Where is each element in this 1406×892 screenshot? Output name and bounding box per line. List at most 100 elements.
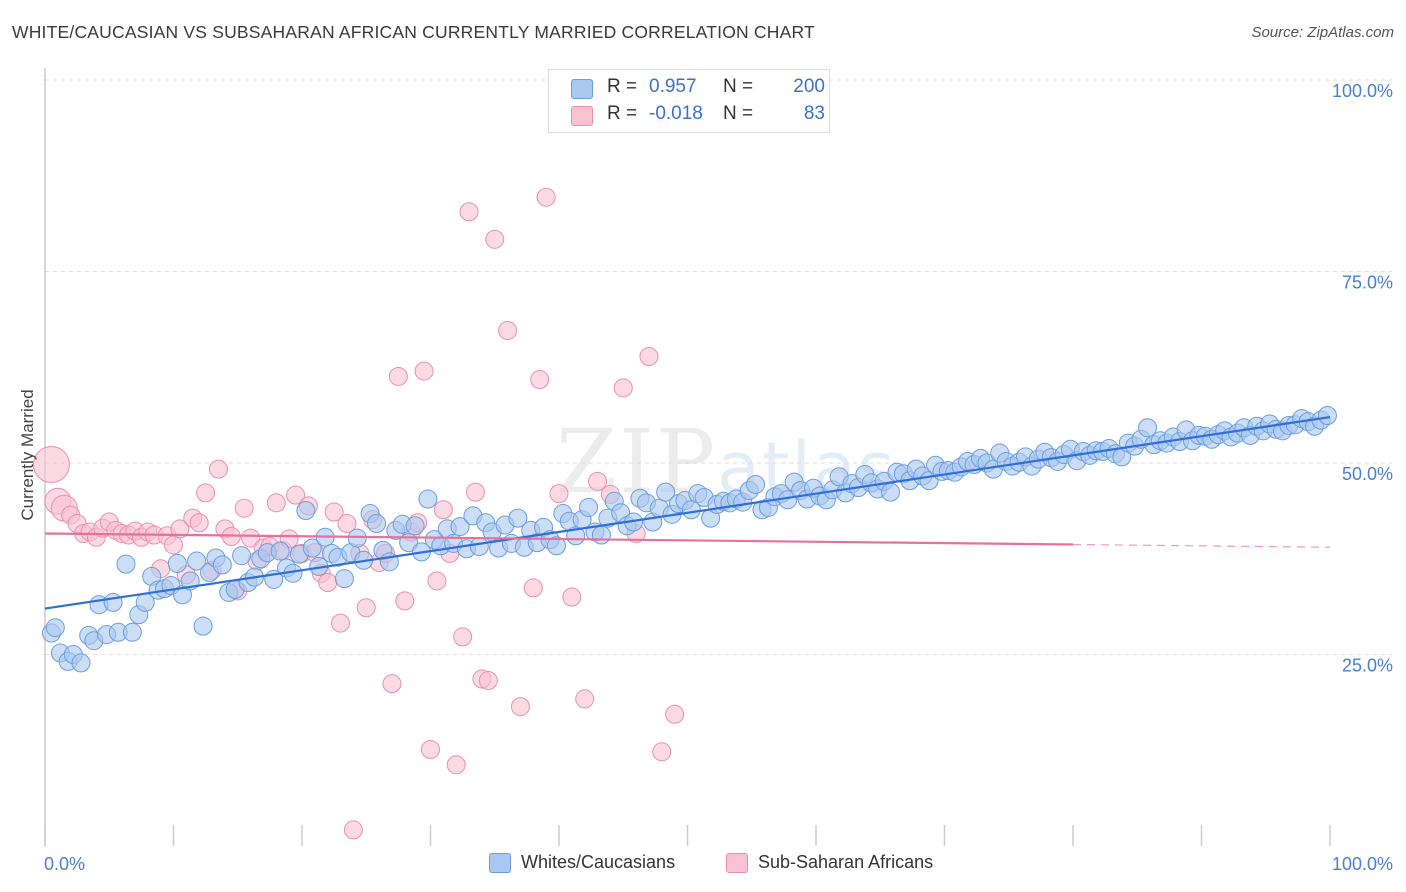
subsaharan-point bbox=[453, 627, 473, 647]
subsaharan-point bbox=[388, 366, 408, 386]
chart-title: WHITE/CAUCASIAN VS SUBSAHARAN AFRICAN CU… bbox=[12, 22, 815, 42]
subsaharan-point bbox=[433, 500, 453, 520]
whites-trend-line bbox=[44, 415, 1331, 610]
subsaharan-point bbox=[530, 370, 550, 390]
whites-point bbox=[367, 514, 387, 534]
legend-swatch-pink bbox=[571, 106, 593, 126]
legend-n-label: N = bbox=[723, 76, 754, 97]
whites-point bbox=[212, 555, 232, 575]
subsaharan-point bbox=[331, 613, 351, 633]
y-tick-label: 25.0% bbox=[1342, 656, 1393, 676]
whites-point bbox=[45, 618, 65, 638]
subsaharan-point bbox=[575, 689, 595, 709]
x-tick-label-start: 0.0% bbox=[44, 854, 85, 874]
whites-point bbox=[122, 622, 142, 642]
trend-lines bbox=[44, 415, 1331, 610]
subsaharan-point bbox=[234, 498, 254, 518]
subsaharan-point bbox=[478, 671, 498, 691]
subsaharan-point bbox=[588, 471, 608, 491]
whites-point bbox=[746, 474, 766, 494]
subsaharan-point bbox=[170, 519, 190, 539]
correlation-legend: R = 0.957 N = 200 R = -0.018 N = 83 bbox=[548, 69, 830, 133]
subsaharan-point bbox=[343, 820, 363, 840]
subsaharan-point bbox=[485, 229, 505, 249]
subsaharan-point bbox=[510, 697, 530, 717]
whites-point bbox=[71, 653, 91, 673]
whites-point bbox=[469, 536, 489, 556]
whites-point bbox=[1317, 406, 1337, 426]
axes bbox=[44, 68, 1331, 846]
legend-n-value: 200 bbox=[793, 76, 825, 97]
whites-point bbox=[302, 538, 322, 558]
grid-lines bbox=[45, 79, 1392, 655]
legend-r-label: R = bbox=[607, 103, 638, 124]
bottom-legend-label-subsaharan: Sub-Saharan Africans bbox=[758, 852, 934, 872]
whites-point bbox=[405, 516, 425, 536]
subsaharan-point bbox=[446, 755, 466, 775]
subsaharan-point bbox=[613, 378, 633, 398]
subsaharan-point bbox=[549, 484, 569, 504]
subsaharan-point bbox=[427, 571, 447, 591]
whites-point bbox=[187, 551, 207, 571]
subsaharan-point bbox=[421, 739, 440, 759]
subsaharan-point bbox=[324, 502, 344, 522]
bottom-legend-swatch-pink bbox=[726, 853, 748, 873]
y-tick-label: 75.0% bbox=[1342, 273, 1393, 293]
subsaharan-trend-line-extension bbox=[1072, 543, 1331, 548]
y-tick-label: 50.0% bbox=[1342, 464, 1393, 484]
whites-point bbox=[579, 497, 599, 517]
subsaharan-point bbox=[414, 361, 434, 381]
subsaharan-point bbox=[318, 572, 338, 592]
whites-point bbox=[167, 553, 187, 573]
subsaharan-point bbox=[523, 578, 543, 598]
legend-n-label: N = bbox=[723, 103, 754, 124]
subsaharan-point bbox=[498, 320, 518, 340]
whites-point bbox=[881, 482, 901, 502]
subsaharan-point bbox=[286, 485, 306, 505]
whites-point bbox=[193, 616, 213, 636]
tick-labels: 25.0% 50.0% 75.0% 100.0% 0.0% 100.0% bbox=[44, 81, 1393, 874]
subsaharan-point bbox=[562, 587, 582, 607]
bottom-legend-swatch-blue bbox=[489, 853, 511, 873]
whites-point bbox=[334, 569, 354, 589]
y-tick-label: 100.0% bbox=[1332, 81, 1393, 101]
subsaharan-point bbox=[652, 742, 672, 762]
whites-point bbox=[656, 482, 676, 502]
whites-point bbox=[232, 546, 252, 566]
subsaharan-point bbox=[189, 513, 209, 533]
subsaharan-point bbox=[665, 704, 685, 724]
whites-point bbox=[681, 500, 701, 520]
whites-point bbox=[347, 528, 367, 548]
subsaharan-point bbox=[164, 535, 183, 555]
whites-point bbox=[103, 592, 123, 612]
whites-point bbox=[270, 541, 290, 561]
subsaharan-point bbox=[356, 598, 376, 618]
subsaharan-point bbox=[639, 347, 659, 367]
legend-r-value: 0.957 bbox=[649, 76, 697, 97]
subsaharan-point bbox=[208, 459, 228, 479]
bottom-legend-label-whites: Whites/Caucasians bbox=[521, 852, 676, 872]
whites-point bbox=[591, 525, 611, 545]
subsaharan-point bbox=[382, 674, 402, 694]
subsaharan-point bbox=[395, 591, 415, 611]
subsaharan-point bbox=[459, 202, 479, 222]
legend-r-value: -0.018 bbox=[649, 103, 703, 124]
subsaharan-point bbox=[196, 483, 216, 503]
whites-point bbox=[116, 554, 136, 574]
whites-point bbox=[450, 517, 470, 537]
subsaharan-point bbox=[241, 528, 261, 548]
subsaharan-trend-line bbox=[44, 532, 1074, 546]
x-tick-label-end: 100.0% bbox=[1332, 854, 1393, 874]
legend-swatch-blue bbox=[571, 79, 593, 99]
whites-point bbox=[1138, 418, 1158, 438]
y-axis-label: Currently Married bbox=[18, 389, 37, 521]
subsaharan-point bbox=[337, 514, 357, 534]
legend-n-value: 83 bbox=[803, 103, 825, 124]
source-label: Source: ZipAtlas.com bbox=[1251, 24, 1394, 41]
subsaharan-point bbox=[465, 482, 485, 502]
subsaharan-point bbox=[266, 493, 286, 513]
legend-r-label: R = bbox=[607, 76, 638, 97]
subsaharan-point bbox=[32, 446, 70, 484]
whites-point bbox=[546, 536, 566, 556]
